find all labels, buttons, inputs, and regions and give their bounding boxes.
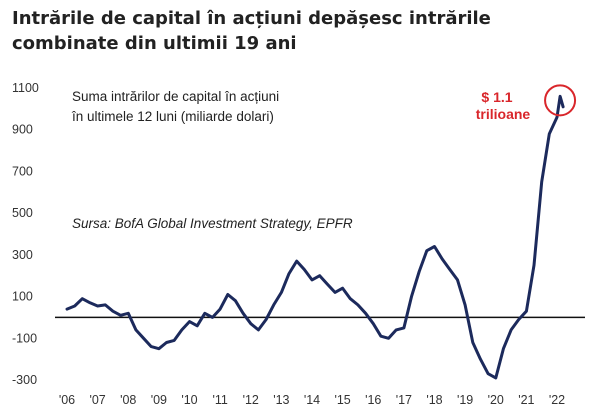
chart-description-line-2: în ultimele 12 luni (miliarde dolari) xyxy=(71,109,274,124)
x-tick-label: '10 xyxy=(181,393,197,407)
x-tick-label: '16 xyxy=(365,393,381,407)
x-tick-label: '21 xyxy=(518,393,534,407)
x-tick-label: '22 xyxy=(549,393,565,407)
x-tick-label: '15 xyxy=(334,393,350,407)
x-tick-label: '09 xyxy=(151,393,167,407)
x-tick-label: '12 xyxy=(243,393,259,407)
peak-highlight-circle xyxy=(544,84,577,117)
x-axis: '06 '07 '08 '09 '10 '11 '12 '13 '14 '15 '16 '17 '18 '… xyxy=(59,393,565,407)
source-note: Sursa: BofA Global Investment Strategy, … xyxy=(72,216,353,231)
y-tick-label: -100 xyxy=(12,331,37,345)
y-tick-label: 900 xyxy=(12,123,33,137)
x-tick-label: '14 xyxy=(304,393,320,407)
annotation-value: $ 1.1 xyxy=(481,89,512,105)
x-tick-label: '13 xyxy=(273,393,289,407)
y-axis: 1100 900 700 500 300 100 -100 -300 xyxy=(12,81,39,387)
x-tick-label: '11 xyxy=(212,393,227,407)
y-tick-label: 700 xyxy=(12,164,33,178)
x-tick-label: '08 xyxy=(120,393,136,407)
y-tick-label: -300 xyxy=(12,373,37,387)
x-tick-label: '20 xyxy=(488,393,504,407)
annotation-unit: trilioane xyxy=(476,106,531,122)
y-tick-label: 300 xyxy=(12,248,33,262)
series-line xyxy=(65,94,565,380)
y-tick-label: 100 xyxy=(12,290,33,304)
x-tick-label: '06 xyxy=(59,393,75,407)
y-tick-label: 1100 xyxy=(12,81,39,95)
chart-description-line-1: Suma intrărilor de capital în acțiuni xyxy=(72,89,279,104)
x-tick-label: '18 xyxy=(426,393,442,407)
x-tick-label: '19 xyxy=(457,393,473,407)
chart-title: Intrările de capital în acțiuni depășesc… xyxy=(12,8,491,54)
x-tick-label: '07 xyxy=(89,393,105,407)
y-tick-label: 500 xyxy=(12,206,33,220)
x-tick-label: '17 xyxy=(396,393,412,407)
